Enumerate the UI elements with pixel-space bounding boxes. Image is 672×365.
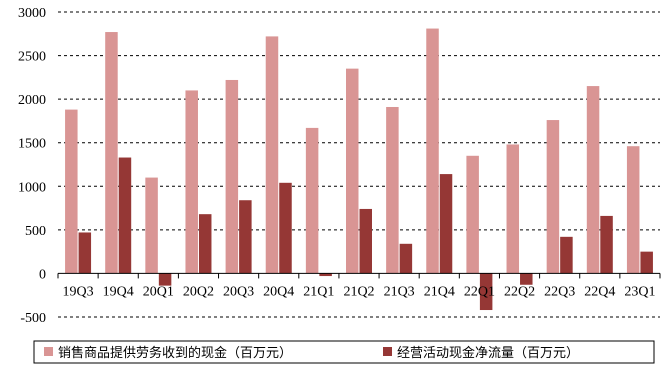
y-tick-label: 1000: [18, 180, 46, 195]
y-tick-label: 2000: [18, 93, 46, 108]
x-tick-label: 22Q4: [584, 284, 615, 299]
bar-cash-received: [225, 79, 239, 274]
baseline: [57, 272, 661, 279]
x-tick-label: 21Q2: [343, 284, 374, 299]
legend-label-operating-cash-flow: 经营活动现金净流量（百万元）: [397, 345, 579, 361]
bar-cash-received: [426, 28, 439, 274]
legend-label-cash-received: 销售商品提供劳务收到的现金（百万元）: [58, 345, 292, 361]
bar-cash-received: [65, 109, 78, 274]
bar-operating-cash-flow: [239, 200, 252, 274]
x-tick-label: 22Q2: [504, 284, 535, 299]
bar-cash-received: [105, 32, 118, 274]
y-tick-label: 2500: [18, 50, 46, 65]
x-axis-ticks: 19Q3 19Q4 20Q1 20Q2 20Q3 20Q4 21Q1 21Q2 21Q3 21Q4…: [63, 284, 656, 299]
x-tick-label: 19Q4: [103, 284, 134, 299]
x-tick-label: 20Q4: [263, 284, 294, 299]
bar-operating-cash-flow: [198, 214, 212, 274]
bar-operating-cash-flow: [78, 232, 92, 274]
x-tick-label: 21Q3: [384, 284, 415, 299]
x-tick-label: 23Q1: [624, 284, 655, 299]
x-tick-label: 20Q1: [143, 284, 174, 299]
y-tick-label: 3000: [18, 6, 46, 21]
gridlines: [58, 11, 660, 318]
bar-cash-received: [466, 155, 479, 274]
x-tick-label: 22Q1: [464, 284, 495, 299]
bar-operating-cash-flow: [600, 215, 613, 274]
bar-cash-received: [145, 177, 158, 274]
bars: [65, 28, 653, 311]
bar-cash-received: [546, 120, 560, 274]
bar-operating-cash-flow: [118, 157, 132, 274]
bar-operating-cash-flow: [439, 174, 453, 274]
y-axis-ticks: -500 0 500 1000 1500 2000 2500 3000: [18, 6, 46, 326]
x-tick-label: 21Q1: [303, 284, 334, 299]
legend-frame: [33, 340, 655, 364]
legend-swatch-cash-received: [44, 347, 53, 356]
bar-cash-received: [506, 144, 520, 274]
y-tick-label: 0: [39, 267, 46, 282]
bar-operating-cash-flow: [399, 243, 413, 274]
y-tick-label: -500: [20, 311, 46, 326]
x-tick-label: 20Q3: [223, 284, 254, 299]
y-tick-label: 500: [25, 224, 46, 239]
bar-cash-received: [346, 68, 359, 274]
x-tick-label: 19Q3: [63, 284, 94, 299]
bar-operating-cash-flow: [158, 273, 172, 286]
x-tick-label: 21Q4: [424, 284, 455, 299]
bar-cash-received: [265, 36, 279, 274]
bar-operating-cash-flow: [560, 236, 573, 274]
bar-cash-received: [305, 127, 319, 274]
x-tick-label: 20Q2: [183, 284, 214, 299]
bar-operating-cash-flow: [479, 273, 493, 311]
bar-cash-received: [386, 106, 399, 274]
bar-operating-cash-flow: [520, 273, 533, 285]
bar-operating-cash-flow: [640, 251, 653, 274]
bar-cash-received: [586, 86, 600, 274]
legend-swatch-operating-cash-flow: [383, 347, 392, 356]
bar-cash-received: [626, 146, 640, 274]
bar-operating-cash-flow: [319, 273, 332, 277]
x-tick-label: 22Q3: [544, 284, 575, 299]
bar-operating-cash-flow: [359, 208, 372, 274]
bar-operating-cash-flow: [279, 182, 292, 274]
y-tick-label: 1500: [18, 137, 46, 152]
legend: 销售商品提供劳务收到的现金（百万元） 经营活动现金净流量（百万元）: [33, 340, 655, 364]
bar-cash-received: [185, 90, 198, 274]
